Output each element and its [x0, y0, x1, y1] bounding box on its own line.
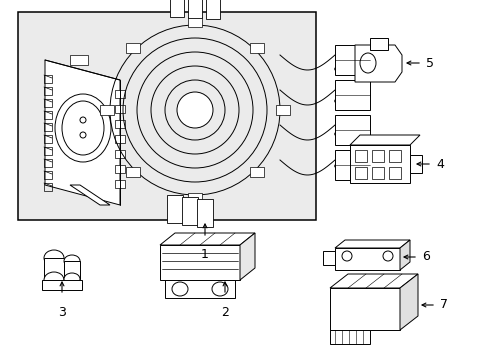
Ellipse shape [44, 272, 64, 288]
Polygon shape [399, 274, 417, 330]
Bar [349, 145, 409, 183]
Polygon shape [354, 45, 401, 82]
Bar [205, 0, 220, 19]
Bar [64, 261, 80, 279]
Polygon shape [240, 233, 254, 280]
Ellipse shape [64, 255, 80, 267]
Bar [164, 280, 235, 298]
Bar [334, 248, 399, 270]
Ellipse shape [64, 273, 80, 285]
Bar [182, 197, 198, 225]
Bar [354, 150, 366, 162]
Bar [115, 165, 125, 173]
Bar [115, 120, 125, 128]
Text: 4: 4 [435, 158, 443, 171]
Text: 7: 7 [439, 298, 447, 311]
Text: 1: 1 [201, 248, 208, 261]
Bar [167, 195, 183, 223]
Polygon shape [45, 60, 120, 205]
Ellipse shape [55, 94, 111, 162]
Bar [44, 159, 52, 167]
Bar [115, 180, 125, 188]
Bar [44, 87, 52, 95]
Polygon shape [399, 240, 409, 270]
Bar [250, 167, 264, 177]
Bar [323, 251, 334, 265]
Bar [197, 199, 213, 227]
Bar [70, 55, 88, 65]
Bar [329, 288, 399, 330]
Text: 3: 3 [58, 306, 66, 319]
Bar [18, 12, 315, 220]
Bar [329, 330, 369, 344]
Polygon shape [160, 233, 254, 245]
Bar [44, 171, 52, 179]
Text: 2: 2 [221, 306, 228, 319]
Bar [371, 150, 383, 162]
Bar [170, 0, 183, 17]
Bar [369, 38, 387, 50]
Polygon shape [70, 185, 110, 205]
Bar [187, 17, 202, 27]
Bar [250, 43, 264, 53]
Bar [44, 75, 52, 83]
Bar [371, 167, 383, 179]
Bar [334, 150, 369, 180]
Ellipse shape [44, 250, 64, 266]
Bar [187, 193, 202, 203]
Bar [125, 43, 140, 53]
Polygon shape [334, 240, 409, 248]
Text: 5: 5 [425, 57, 433, 69]
Bar [44, 147, 52, 155]
Bar [44, 135, 52, 143]
Polygon shape [349, 135, 419, 145]
Bar [100, 105, 114, 115]
Bar [388, 167, 400, 179]
Bar [334, 80, 369, 110]
Bar [334, 115, 369, 145]
Bar [44, 183, 52, 191]
Bar [160, 245, 240, 280]
Bar [388, 150, 400, 162]
Bar [275, 105, 289, 115]
Bar [44, 258, 64, 280]
Bar [44, 123, 52, 131]
Polygon shape [329, 274, 417, 288]
Bar [115, 105, 125, 113]
Bar [115, 150, 125, 158]
Bar [44, 99, 52, 107]
Bar [409, 155, 421, 173]
Text: 6: 6 [421, 251, 429, 264]
Bar [187, 0, 202, 18]
Bar [334, 45, 369, 75]
Ellipse shape [177, 92, 213, 128]
Bar [42, 280, 82, 290]
Bar [125, 167, 140, 177]
Bar [44, 111, 52, 119]
Bar [115, 135, 125, 143]
Bar [354, 167, 366, 179]
Bar [115, 90, 125, 98]
